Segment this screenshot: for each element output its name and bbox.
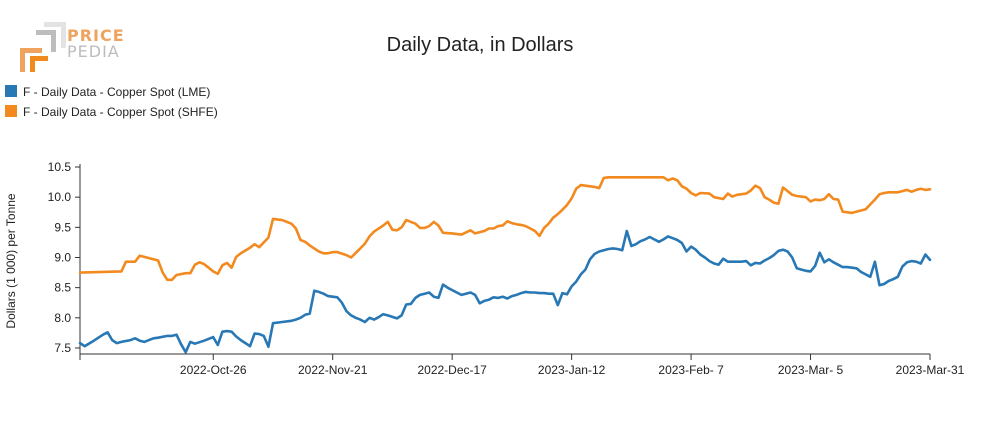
legend-swatch-lme (5, 85, 17, 97)
legend-label-shfe: F - Daily Data - Copper Spot (SHFE) (23, 105, 218, 119)
chart-title: Daily Data, in Dollars (386, 34, 574, 56)
logo-text-pedia: PEDIA (67, 42, 120, 61)
y-tick-label: 8.5 (54, 281, 71, 295)
chart-legend: F - Daily Data - Copper Spot (LME) F - D… (5, 85, 218, 125)
series-line-shfe (78, 176, 932, 282)
logo-mark-icon (20, 22, 66, 72)
pricepedia-logo: PRICE PEDIA (14, 20, 129, 72)
y-tick-label: 10.0 (48, 190, 72, 204)
y-tick-label: 9.0 (54, 250, 71, 264)
series-line-lme (78, 229, 932, 354)
legend-item-shfe[interactable]: F - Daily Data - Copper Spot (SHFE) (5, 105, 218, 125)
x-tick-label: 2023-Feb- 7 (658, 363, 724, 377)
legend-swatch-shfe (5, 105, 17, 117)
logo-text-price: PRICE (67, 26, 125, 45)
x-tick-label: 2022-Nov-21 (298, 363, 368, 377)
y-tick-label: 9.5 (54, 220, 71, 234)
y-tick-label: 8.0 (54, 311, 71, 325)
y-axis-label: Dollars (1 000) per Tonne (4, 193, 18, 329)
legend-label-lme: F - Daily Data - Copper Spot (LME) (23, 85, 211, 99)
y-tick-label: 10.5 (48, 160, 72, 174)
y-tick-label: 7.5 (54, 341, 71, 355)
x-tick-label: 2022-Oct-26 (180, 363, 247, 377)
legend-item-lme[interactable]: F - Daily Data - Copper Spot (LME) (5, 85, 218, 105)
x-tick-label: 2023-Jan-12 (538, 363, 606, 377)
x-tick-label: 2023-Mar-31 (896, 363, 965, 377)
x-tick-label: 2023-Mar- 5 (778, 363, 844, 377)
x-tick-label: 2022-Dec-17 (417, 363, 487, 377)
